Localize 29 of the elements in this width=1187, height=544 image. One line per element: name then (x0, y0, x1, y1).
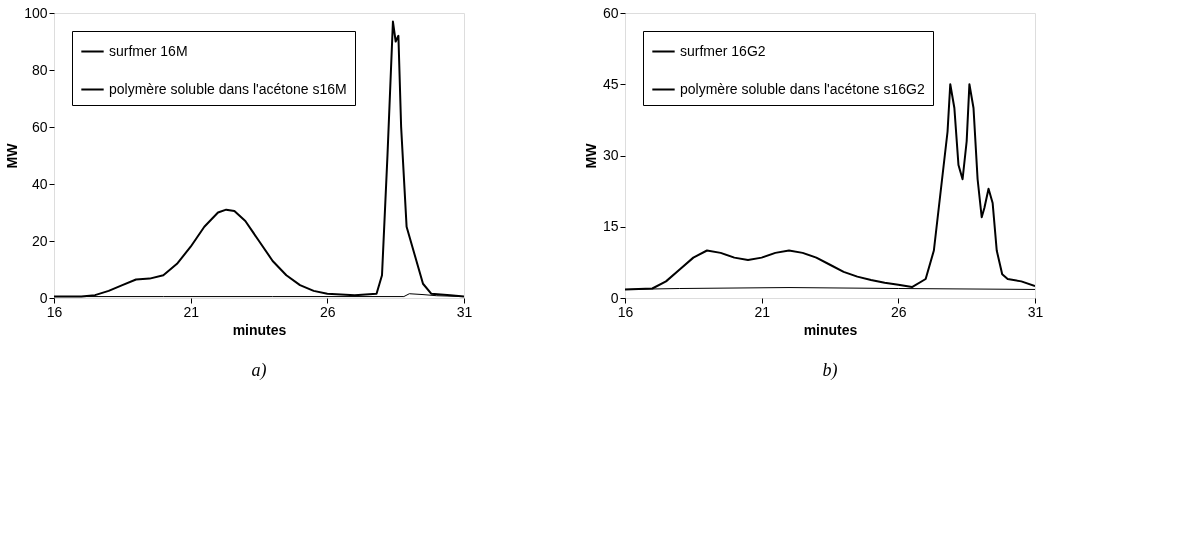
legend-label: surfmer 16M (109, 42, 188, 59)
y-tick-label: 0 (610, 289, 619, 306)
x-tick-label: 26 (320, 303, 336, 320)
y-tick-label: 20 (31, 232, 48, 249)
x-tick-label: 31 (1027, 303, 1044, 320)
x-tick-label: 31 (456, 303, 473, 320)
y-axis-title: MW (582, 142, 599, 169)
y-tick-label: 15 (602, 218, 619, 235)
y-tick-label: 100 (24, 4, 48, 21)
legend-label: surfmer 16G2 (680, 42, 766, 59)
x-axis-title: minutes (232, 321, 287, 338)
x-axis-title: minutes (803, 321, 858, 338)
legend-label: polymère soluble dans l'acétone s16M (109, 80, 347, 97)
x-tick-label: 21 (183, 303, 200, 320)
y-tick-label: 0 (39, 289, 48, 306)
y-tick-label: 30 (602, 147, 619, 163)
y-tick-label: 40 (31, 175, 48, 192)
x-tick-label: 16 (617, 303, 634, 320)
y-tick-label: 60 (31, 118, 48, 135)
text: a) (251, 360, 267, 381)
x-tick-label: 21 (754, 303, 771, 320)
y-tick-label: 45 (602, 75, 619, 92)
x-tick-label: 16 (46, 303, 63, 320)
legend-label: polymère soluble dans l'acétone s16G2 (680, 80, 925, 97)
y-axis-title: MW (4, 142, 21, 169)
x-tick-label: 26 (891, 303, 907, 320)
text: b) (822, 360, 838, 381)
y-tick-label: 80 (31, 61, 48, 78)
y-tick-label: 60 (602, 4, 619, 21)
